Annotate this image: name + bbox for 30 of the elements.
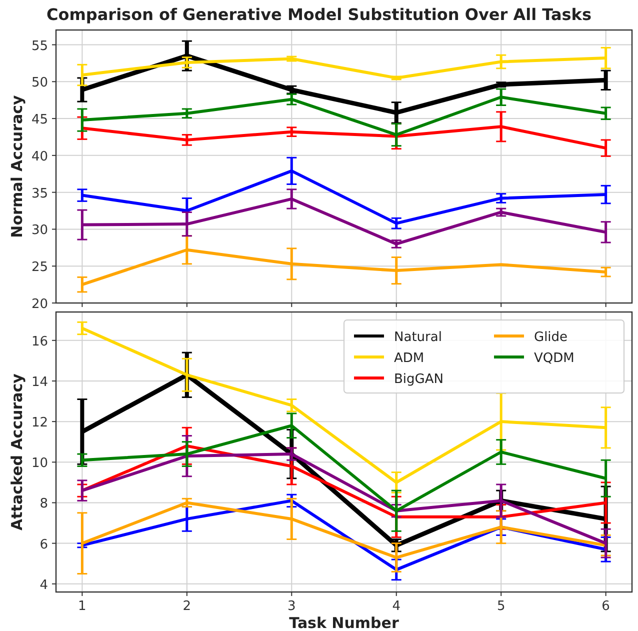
- y-tick-label: 6: [40, 537, 48, 552]
- x-tick-label: 2: [182, 599, 192, 614]
- y-tick-label: 8: [40, 496, 48, 512]
- y-tick-label: 14: [31, 374, 48, 390]
- y-tick-label: 45: [31, 112, 48, 128]
- y-axis-title: Normal Accuracy: [8, 94, 26, 238]
- y-tick-label: 35: [31, 186, 48, 202]
- y-tick-label: 40: [31, 149, 48, 164]
- y-tick-label: 16: [31, 334, 48, 350]
- y-tick-label: 55: [31, 38, 48, 54]
- legend-label: Natural: [394, 330, 442, 345]
- legend-label: Glide: [534, 330, 568, 345]
- x-tick-label: 6: [602, 599, 610, 614]
- legend-label: VQDM: [534, 351, 574, 366]
- x-tick-label: 4: [392, 599, 401, 614]
- y-tick-label: 4: [40, 578, 48, 593]
- y-axis-title: Attacked Accuracy: [8, 373, 26, 530]
- x-axis-title: Task Number: [289, 614, 400, 631]
- chart-title: Comparison of Generative Model Substitution Over All Tasks: [46, 5, 592, 24]
- y-tick-label: 10: [31, 456, 48, 472]
- y-tick-label: 20: [31, 297, 48, 312]
- y-tick-label: 30: [31, 223, 48, 238]
- y-tick-label: 50: [31, 76, 48, 91]
- x-tick-label: 5: [496, 599, 506, 614]
- y-tick-label: 25: [31, 260, 48, 276]
- legend-label: ADM: [394, 351, 424, 366]
- y-tick-label: 12: [31, 416, 48, 431]
- x-tick-label: 3: [287, 599, 296, 614]
- legend-label: BigGAN: [394, 372, 444, 387]
- x-tick-label: 1: [78, 599, 86, 614]
